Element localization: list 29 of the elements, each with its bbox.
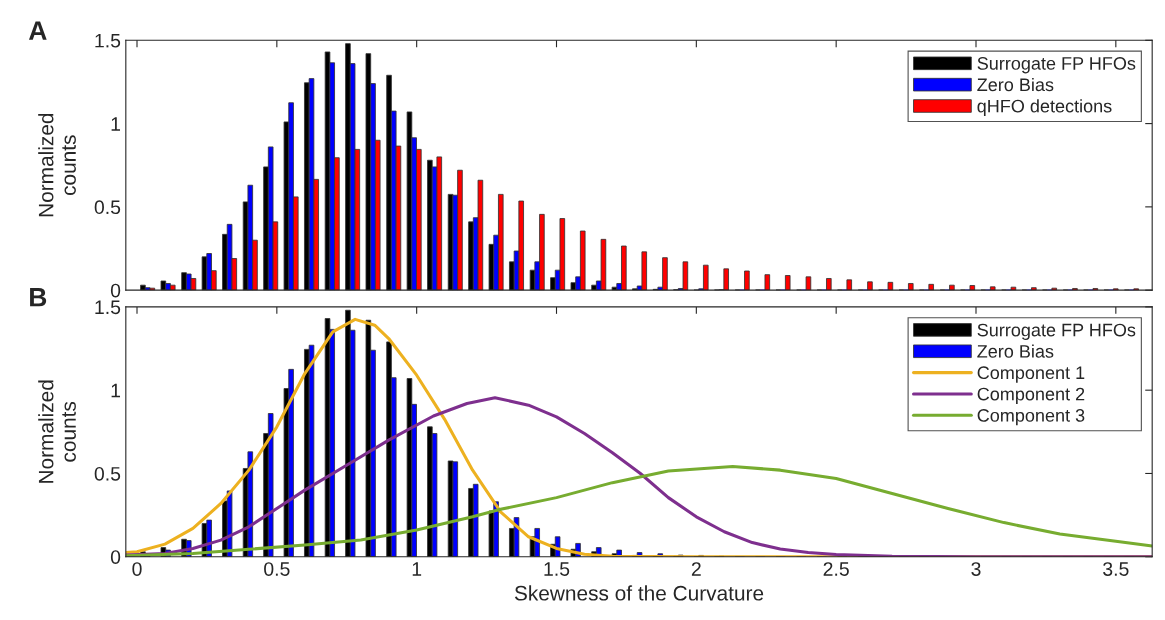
x-tick-label: 0.5 bbox=[264, 562, 290, 576]
legend-label: Surrogate FP HFOs bbox=[977, 57, 1136, 74]
y-tick-label: 1.5 bbox=[95, 33, 121, 48]
y-tick-label: 1.5 bbox=[95, 300, 121, 315]
x-tick-label: 3 bbox=[971, 562, 981, 576]
text: A bbox=[28, 21, 47, 40]
legend-label: Component 2 bbox=[977, 387, 1085, 405]
y-axis-title: Normalized counts bbox=[38, 113, 76, 217]
legend-label: Component 3 bbox=[977, 409, 1085, 426]
legend-label: qHFO detections bbox=[977, 99, 1112, 117]
legend-label: Component 1 bbox=[977, 366, 1085, 383]
y-tick-label: 0.5 bbox=[94, 466, 121, 481]
y-tick-label: 0 bbox=[110, 283, 121, 298]
y-tick-label: 0.5 bbox=[94, 200, 121, 215]
x-tick-label: 2 bbox=[691, 562, 701, 576]
legend-label: Surrogate FP HFOs bbox=[977, 323, 1136, 340]
x-tick-label: 2.5 bbox=[823, 562, 849, 576]
y-tick-label: 0 bbox=[110, 550, 121, 564]
x-tick-label: 0 bbox=[132, 562, 142, 576]
y-tick-label: 1 bbox=[111, 117, 121, 131]
legend-label: Zero Bias bbox=[977, 344, 1054, 358]
y-tick-label: 1 bbox=[111, 383, 121, 398]
x-tick-label: 1.5 bbox=[544, 562, 570, 576]
x-tick-label: 3.5 bbox=[1103, 562, 1129, 576]
y-axis-title: Normalized counts bbox=[38, 380, 76, 483]
text: B bbox=[30, 288, 47, 307]
x-tick-label: 1 bbox=[412, 562, 422, 576]
x-axis-title: Skewness of the Curvature bbox=[514, 585, 764, 601]
legend-label: Zero Bias bbox=[977, 77, 1054, 92]
